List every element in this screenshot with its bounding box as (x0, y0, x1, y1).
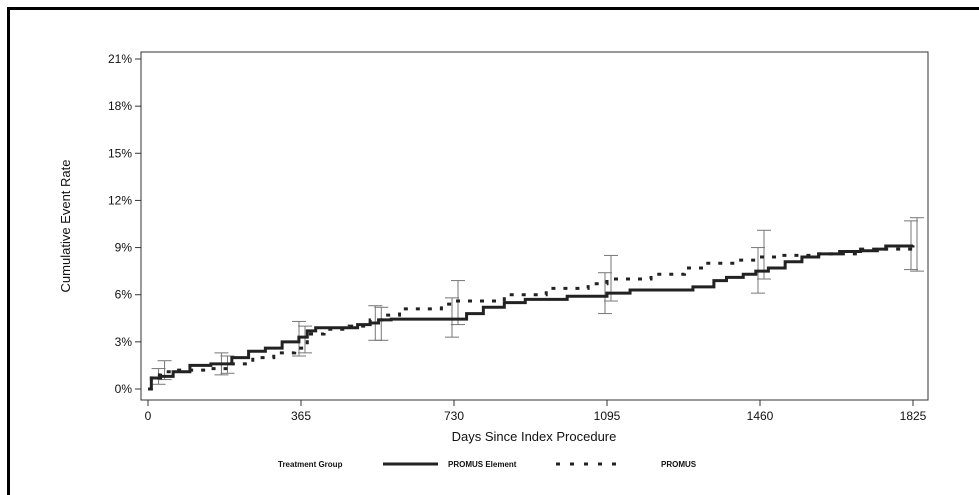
x-tick-label: 1460 (747, 409, 774, 423)
y-tick-label: 9% (115, 241, 133, 255)
y-tick-label: 3% (115, 335, 133, 349)
x-tick-label: 730 (444, 409, 464, 423)
y-tick-label: 0% (115, 382, 133, 396)
y-tick-label: 15% (108, 146, 132, 160)
y-axis: 0% 3% 6% 9% 12% 15% 18% 21% (108, 52, 141, 396)
y-axis-title: Cumulative Event Rate (58, 160, 73, 293)
series-line-promus (148, 244, 915, 391)
x-axis-title: Days Since Index Procedure (452, 429, 617, 444)
x-axis: 0 365 730 1095 1460 1825 (145, 400, 927, 423)
series-lines (148, 244, 915, 391)
km-chart: 0% 3% 6% 9% 12% 15% 18% 21% 0 365 730 1095 1460 1825… (58, 51, 929, 469)
x-tick-label: 1825 (900, 409, 927, 423)
plot-area (140, 51, 929, 401)
legend: Treatment Group PROMUS Element PROMUS (278, 460, 697, 469)
x-tick-label: 0 (145, 409, 152, 423)
error-bars (151, 217, 924, 385)
y-tick-label: 6% (115, 288, 133, 302)
y-tick-label: 21% (108, 52, 132, 66)
series-line-promus-element (148, 244, 915, 391)
x-tick-label: 365 (291, 409, 311, 423)
legend-title: Treatment Group (278, 460, 343, 469)
x-tick-label: 1095 (594, 409, 621, 423)
y-tick-label: 12% (108, 193, 132, 207)
legend-label-promus: PROMUS (661, 460, 697, 469)
legend-label-promus-element: PROMUS Element (448, 460, 517, 469)
y-tick-label: 18% (108, 99, 132, 113)
chart-frame: 0% 3% 6% 9% 12% 15% 18% 21% 0 365 730 1095 1460 1825… (7, 7, 979, 495)
